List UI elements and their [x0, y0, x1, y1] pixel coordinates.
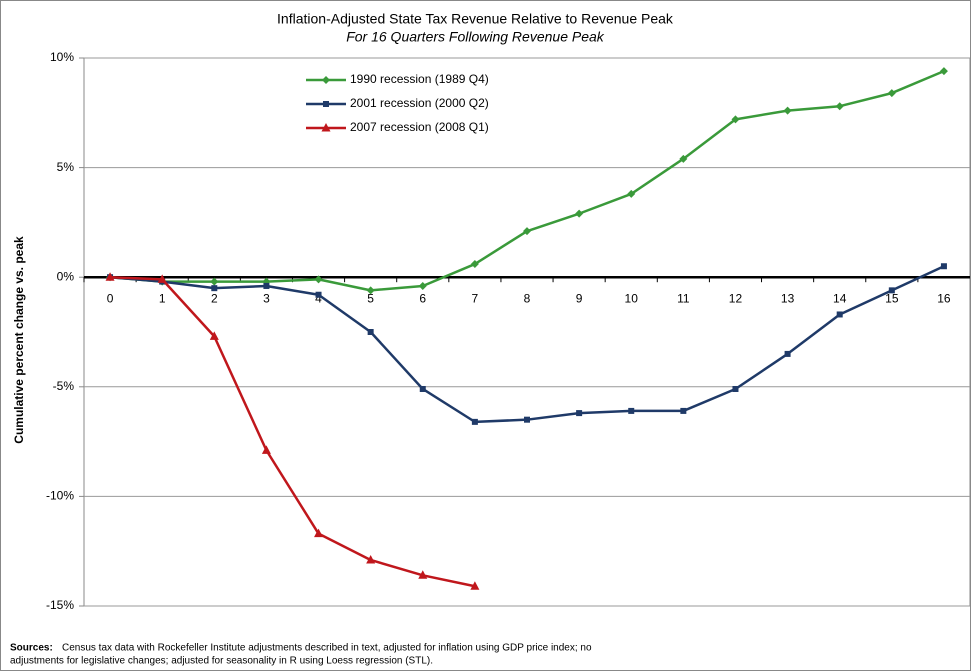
data-point: [731, 115, 740, 124]
legend-marker: [323, 101, 329, 107]
y-tick-label: -5%: [53, 379, 75, 393]
legend-label: 2007 recession (2008 Q1): [350, 120, 489, 134]
series-line: [110, 275, 476, 588]
data-point: [940, 263, 947, 270]
legend-label: 1990 recession (1989 Q4): [350, 72, 489, 86]
data-point: [887, 89, 896, 98]
data-point: [523, 227, 531, 236]
x-tick-label: 11: [677, 291, 690, 305]
y-tick-label: 0%: [57, 269, 75, 283]
x-tick-label: 0: [107, 291, 114, 305]
data-point: [680, 407, 687, 414]
data-point: [105, 272, 115, 281]
data-point: [576, 410, 583, 417]
data-point: [366, 286, 375, 295]
data-point: [783, 106, 792, 115]
data-point: [367, 329, 374, 335]
data-point: [471, 418, 478, 425]
legend-marker: [322, 76, 330, 84]
data-point: [418, 281, 427, 290]
data-point: [418, 570, 428, 579]
x-tick-label: 5: [367, 291, 374, 305]
data-point: [679, 154, 688, 163]
x-tick-label: 14: [833, 291, 847, 305]
data-point: [575, 209, 584, 218]
data-point: [627, 189, 636, 198]
data-point: [732, 385, 739, 392]
legend-label: 2001 recession (2000 Q2): [350, 96, 489, 110]
data-point: [211, 285, 218, 292]
x-tick-label: 4: [315, 291, 322, 305]
data-point: [366, 554, 376, 564]
data-point: [836, 311, 843, 318]
data-point: [419, 385, 426, 392]
data-point: [261, 445, 271, 454]
x-tick-label: 3: [263, 291, 270, 305]
x-tick-label: 12: [729, 291, 743, 305]
data-point: [888, 287, 895, 294]
data-point: [835, 102, 844, 111]
data-point: [263, 282, 270, 289]
data-point: [470, 581, 480, 590]
y-tick-label: -15%: [46, 598, 74, 612]
chart-title: Inflation-Adjusted State Tax Revenue Rel…: [277, 11, 674, 27]
legend-marker: [321, 123, 331, 132]
data-point: [524, 416, 530, 423]
sources-label: Sources:: [10, 643, 53, 654]
x-tick-label: 9: [576, 291, 583, 305]
data-point: [157, 274, 167, 283]
x-tick-label: 15: [885, 291, 899, 305]
data-point: [315, 291, 322, 298]
x-tick-label: 6: [419, 291, 426, 305]
sources-text: adjustments for legislative changes; adj…: [10, 656, 433, 667]
data-point: [210, 277, 219, 286]
data-point: [314, 528, 324, 538]
data-point: [784, 350, 791, 357]
data-point: [939, 67, 948, 76]
x-tick-label: 2: [211, 291, 218, 305]
sources-text: Census tax data with Rockefeller Institu…: [62, 643, 592, 654]
x-tick-label: 10: [625, 291, 639, 305]
y-axis-label: Cumulative percent change vs. peak: [12, 236, 26, 444]
chart-subtitle: For 16 Quarters Following Revenue Peak: [346, 29, 605, 45]
data-point: [209, 331, 219, 340]
data-point: [628, 407, 635, 414]
x-tick-label: 1: [159, 291, 166, 305]
y-tick-label: 10%: [50, 50, 74, 64]
data-point: [314, 275, 323, 284]
x-tick-label: 7: [472, 291, 479, 305]
x-tick-label: 8: [524, 291, 531, 305]
y-tick-label: 5%: [57, 160, 75, 174]
data-point: [470, 260, 479, 269]
x-tick-label: 16: [937, 291, 951, 305]
x-tick-label: 13: [781, 291, 795, 305]
y-tick-label: -10%: [46, 489, 74, 503]
